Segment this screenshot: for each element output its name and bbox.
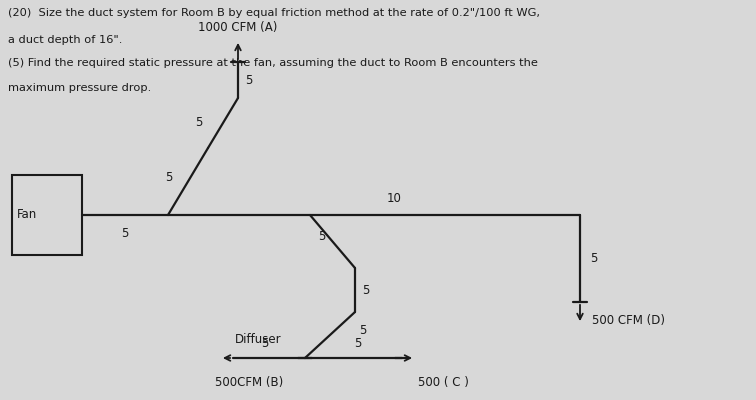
Text: 5: 5	[590, 252, 597, 265]
Text: (5) Find the required static pressure at the fan, assuming the duct to Room B en: (5) Find the required static pressure at…	[8, 58, 538, 68]
Text: Fan: Fan	[17, 208, 37, 222]
Text: 5: 5	[245, 74, 253, 86]
Text: maximum pressure drop.: maximum pressure drop.	[8, 83, 151, 93]
Text: Diffuser: Diffuser	[235, 333, 282, 346]
Text: 500 CFM (D): 500 CFM (D)	[592, 314, 665, 327]
Text: 5: 5	[121, 227, 129, 240]
Text: 5: 5	[362, 284, 370, 296]
Text: 5: 5	[354, 337, 361, 350]
Text: (20)  Size the duct system for Room B by equal friction method at the rate of 0.: (20) Size the duct system for Room B by …	[8, 8, 540, 18]
Text: 5: 5	[359, 324, 367, 338]
Text: 500 ( C ): 500 ( C )	[418, 376, 469, 389]
Text: 500CFM (B): 500CFM (B)	[215, 376, 284, 389]
Bar	[12, 175, 82, 255]
Text: 10: 10	[386, 192, 401, 205]
Text: a duct depth of 16".: a duct depth of 16".	[8, 35, 122, 45]
Text: 5: 5	[194, 116, 202, 130]
Text: 5: 5	[262, 337, 268, 350]
Text: 5: 5	[318, 230, 325, 243]
Text: 5: 5	[165, 171, 172, 184]
Text: 1000 CFM (A): 1000 CFM (A)	[198, 21, 277, 34]
